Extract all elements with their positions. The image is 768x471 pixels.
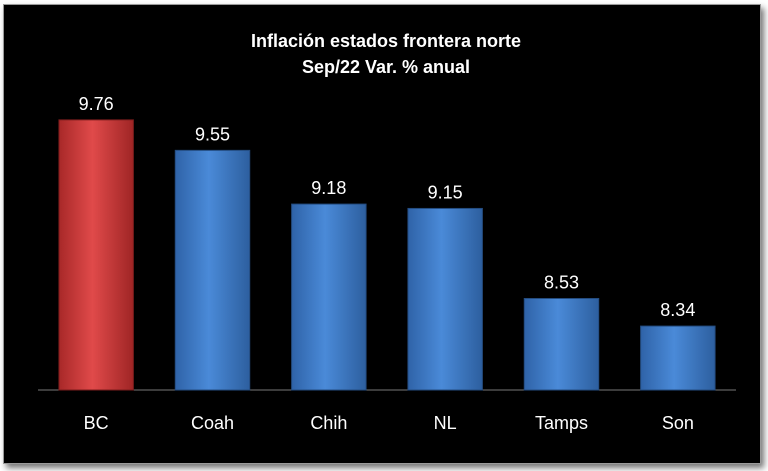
bar-nl <box>407 207 483 391</box>
data-label-nl: 9.15 <box>428 182 463 202</box>
bar-tamps <box>523 298 600 391</box>
data-label-coah: 9.55 <box>195 124 230 144</box>
data-label-chih: 9.18 <box>311 178 346 198</box>
data-label-tamps: 8.53 <box>544 273 579 293</box>
category-label-tamps: Tamps <box>535 413 588 433</box>
data-label-son: 8.34 <box>660 300 695 320</box>
chart-frame: Inflación estados frontera norte Sep/22 … <box>3 4 761 464</box>
bar-chart: Inflación estados frontera norte Sep/22 … <box>38 31 736 433</box>
category-label-son: Son <box>662 413 694 433</box>
category-label-bc: BC <box>84 413 109 433</box>
bar-son <box>640 325 716 391</box>
bar-coah <box>174 149 251 391</box>
chart-title: Inflación estados frontera norte <box>251 31 521 51</box>
chart-subtitle: Sep/22 Var. % anual <box>302 57 470 77</box>
bar-bc <box>58 119 134 391</box>
category-label-chih: Chih <box>310 413 347 433</box>
data-label-bc: 9.76 <box>79 94 114 114</box>
category-label-coah: Coah <box>191 413 234 433</box>
bars-group: 9.76 BC 9.55 Coah 9.18 Chih 9.15 NL 8.53 Tamps 8.3… <box>58 94 716 433</box>
bar-chih <box>291 203 367 391</box>
category-label-nl: NL <box>434 413 457 433</box>
